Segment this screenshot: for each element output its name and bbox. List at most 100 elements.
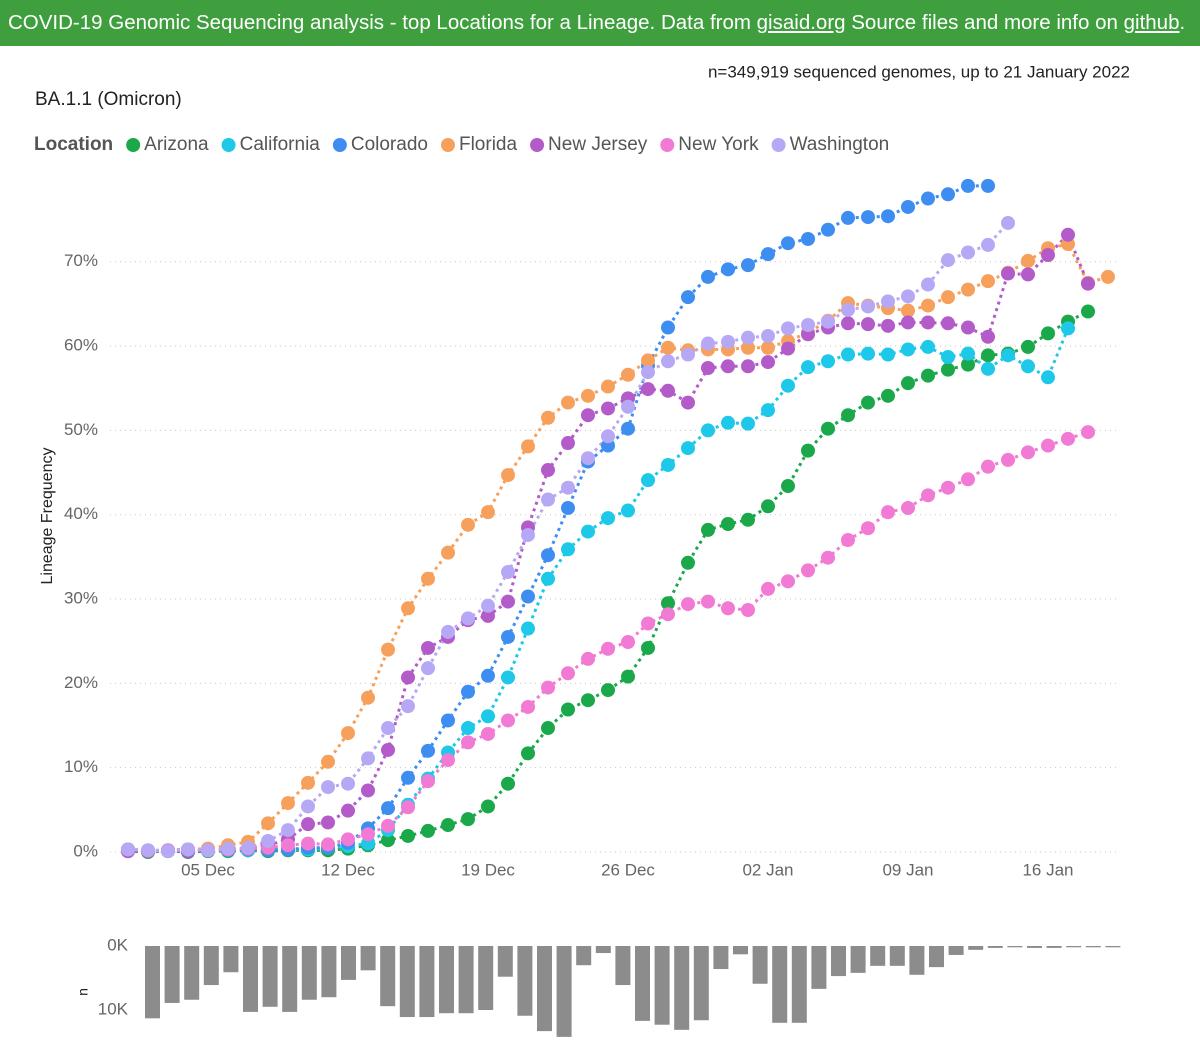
data-point: [601, 641, 615, 656]
data-point: [561, 500, 575, 515]
data-point: [841, 302, 855, 317]
data-point: [561, 436, 575, 451]
bar: [184, 946, 200, 1000]
bar: [693, 946, 709, 1021]
data-point: [561, 702, 575, 717]
data-point: [761, 340, 775, 355]
data-point: [921, 368, 935, 383]
data-point: [761, 499, 775, 514]
data-point: [881, 294, 895, 309]
data-point: [561, 542, 575, 557]
data-point: [1081, 304, 1095, 319]
data-point: [621, 503, 635, 518]
data-point: [301, 775, 315, 790]
data-point: [541, 410, 555, 425]
data-point: [981, 178, 995, 193]
data-point: [461, 735, 475, 750]
data-point: [521, 439, 535, 454]
header-text: .: [1179, 11, 1186, 34]
data-point: [921, 298, 935, 313]
data-point: [481, 726, 495, 741]
bar: [1105, 946, 1121, 948]
data-point: [301, 836, 315, 851]
data-point: [1001, 452, 1015, 467]
data-point: [561, 395, 575, 410]
background: [0, 46, 1200, 1059]
data-point: [281, 838, 295, 853]
y-tick-label: 50%: [64, 420, 98, 439]
bar: [850, 946, 866, 973]
bar: [556, 946, 572, 1037]
data-point: [461, 611, 475, 626]
bar: [262, 946, 278, 1007]
data-point: [281, 823, 295, 838]
y-tick-label: 0%: [73, 841, 98, 860]
data-point: [541, 548, 555, 563]
bar: [223, 946, 239, 973]
data-point: [541, 492, 555, 507]
legend-label: Colorado: [351, 134, 428, 155]
data-point: [421, 571, 435, 586]
data-point: [661, 596, 675, 611]
data-point: [361, 751, 375, 766]
data-point: [721, 415, 735, 430]
data-point: [1021, 339, 1035, 354]
y-axis-label: Lineage Frequency: [39, 448, 56, 585]
data-point: [381, 818, 395, 833]
data-point: [761, 581, 775, 596]
header-text: COVID-19 Genomic Sequencing analysis - t…: [8, 11, 751, 34]
data-point: [661, 320, 675, 335]
data-point: [841, 347, 855, 362]
data-point: [641, 616, 655, 631]
data-point: [121, 842, 135, 857]
data-point: [681, 395, 695, 410]
data-point: [661, 607, 675, 622]
chart-title: BA.1.1 (Omicron): [35, 89, 182, 110]
data-point: [621, 399, 635, 414]
y-tick-label: 10K: [98, 999, 129, 1018]
data-point: [741, 359, 755, 374]
data-point: [901, 303, 915, 318]
data-point: [481, 709, 495, 724]
legend-marker: [332, 138, 347, 152]
data-point: [461, 517, 475, 532]
data-point: [1061, 431, 1075, 446]
data-point: [481, 505, 495, 520]
data-point: [641, 473, 655, 488]
bar: [537, 946, 552, 1032]
data-point: [421, 774, 435, 789]
data-point: [681, 347, 695, 362]
bar: [282, 946, 298, 1012]
data-point: [341, 726, 355, 741]
bar: [1085, 946, 1101, 948]
data-point: [261, 834, 275, 849]
data-point: [221, 841, 235, 856]
legend-label: New Jersey: [548, 134, 648, 155]
data-point: [781, 341, 795, 356]
y-tick-label: 70%: [64, 251, 98, 270]
data-point: [921, 191, 935, 206]
data-point: [701, 594, 715, 609]
data-point: [421, 823, 435, 838]
data-point: [861, 395, 875, 410]
legend-label: Florida: [459, 134, 518, 155]
gisaid-link[interactable]: gisaid.org: [756, 11, 846, 34]
data-point: [701, 336, 715, 351]
data-point: [741, 416, 755, 431]
bar: [987, 946, 1003, 948]
data-point: [281, 796, 295, 811]
data-point: [581, 651, 595, 666]
data-point: [841, 408, 855, 423]
data-point: [541, 721, 555, 736]
bar: [968, 946, 984, 950]
github-link[interactable]: github: [1123, 11, 1180, 34]
data-point: [621, 635, 635, 650]
bar: [752, 946, 768, 984]
x-tick-label: 26 Dec: [601, 860, 655, 879]
x-tick-label: 19 Dec: [461, 860, 515, 879]
bar: [478, 946, 494, 1010]
data-point: [821, 354, 835, 369]
data-point: [361, 783, 375, 798]
data-point: [721, 334, 735, 349]
data-point: [521, 589, 535, 604]
